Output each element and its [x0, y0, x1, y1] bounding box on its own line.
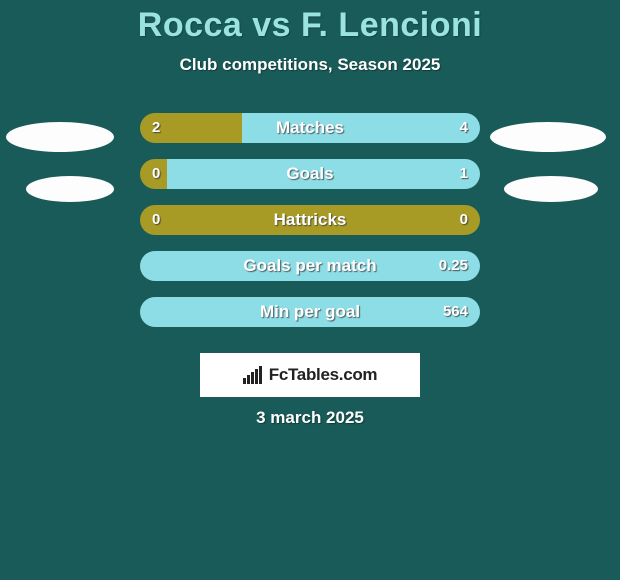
stat-bar-track	[140, 297, 480, 327]
brand-inner: FcTables.com	[243, 365, 378, 385]
stat-bar-right	[140, 297, 480, 327]
decorative-oval	[26, 176, 114, 202]
stat-value-left: 0	[152, 205, 160, 235]
stat-bar-right	[140, 251, 480, 281]
date-text: 3 march 2025	[0, 408, 620, 428]
stat-bar-track	[140, 159, 480, 189]
stat-value-right: 4	[460, 113, 468, 143]
stat-bar-track	[140, 205, 480, 235]
stat-value-left: 0	[152, 159, 160, 189]
stat-value-right: 1	[460, 159, 468, 189]
decorative-oval	[6, 122, 114, 152]
stat-row: Hattricks00	[0, 205, 620, 235]
decorative-oval	[504, 176, 598, 202]
stat-bar-right	[242, 113, 480, 143]
brand-box: FcTables.com	[200, 353, 420, 397]
stat-bar-right	[167, 159, 480, 189]
stat-value-right: 0	[460, 205, 468, 235]
stat-value-right: 564	[443, 297, 468, 327]
page-title: Rocca vs F. Lencioni	[0, 0, 620, 45]
bar-chart-icon	[243, 366, 265, 384]
stat-row: Goals per match0.25	[0, 251, 620, 281]
comparison-infographic: Rocca vs F. Lencioni Club competitions, …	[0, 0, 620, 580]
decorative-oval	[490, 122, 606, 152]
stat-bar-left	[140, 205, 480, 235]
stat-value-right: 0.25	[439, 251, 468, 281]
stat-bar-track	[140, 251, 480, 281]
brand-text: FcTables.com	[269, 365, 378, 385]
stat-value-left: 2	[152, 113, 160, 143]
page-subtitle: Club competitions, Season 2025	[0, 55, 620, 75]
stat-row: Min per goal564	[0, 297, 620, 327]
stat-bar-track	[140, 113, 480, 143]
